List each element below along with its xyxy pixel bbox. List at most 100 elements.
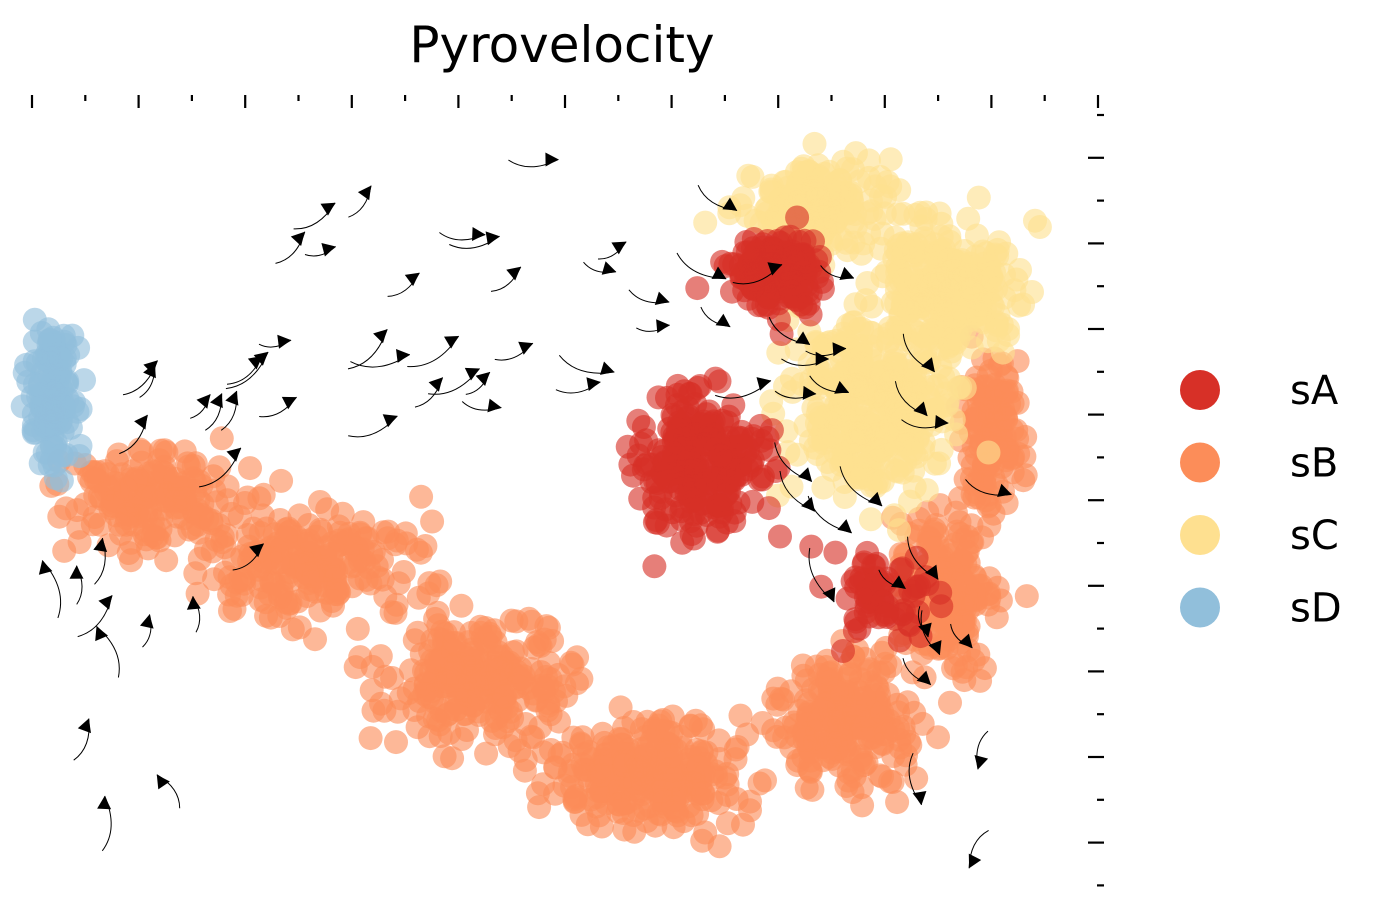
scatter-point-sC [805, 401, 830, 426]
scatter-point-sB [562, 787, 587, 812]
streamline-arrowhead [834, 380, 849, 394]
scatter-point-sA [864, 566, 889, 591]
scatter-point-sA [823, 540, 848, 565]
scatter-point-sA [681, 502, 706, 527]
scatter-point-sB [113, 476, 138, 501]
streamline-arrowhead [277, 334, 292, 349]
scatter-point-sC [840, 210, 865, 235]
scatter-point-sB [792, 728, 817, 753]
scatter-point-sC [811, 475, 836, 500]
streamline-arrowhead [444, 336, 459, 349]
scatter-point-sD [28, 451, 53, 476]
scatter-point-sB [547, 709, 571, 734]
scatter-point-sB [487, 645, 511, 670]
scatter-point-sB [269, 468, 294, 493]
streamline-arrowhead [38, 560, 53, 575]
scatter-point-sB [314, 580, 339, 605]
streamline-arrowhead [186, 596, 201, 610]
scatter-point-sB [456, 655, 481, 680]
streamline-arrowhead [487, 398, 502, 413]
scatter-point-sB [228, 566, 253, 590]
scatter-point-sD [49, 346, 74, 371]
streamline-arrowhead [320, 202, 336, 216]
streamline-arrowhead [95, 626, 108, 642]
scatter-point-sC [802, 131, 827, 156]
scatter-point-sB [308, 517, 333, 542]
scatter-point-sC [843, 373, 868, 398]
scatter-point-sB [320, 542, 344, 566]
scatter-point-sB [227, 505, 252, 529]
scatter-point-sC [773, 374, 797, 399]
scatter-point-sB [747, 771, 772, 796]
scatter-point-sB [976, 363, 1001, 388]
streamline-arrowhead [822, 587, 836, 602]
scatter-point-sC [948, 375, 973, 400]
scatter-point-sC [1027, 215, 1052, 239]
scatter-point-sB [894, 743, 918, 768]
scatter-point-sB [201, 464, 226, 489]
scatter-point-sC [868, 236, 893, 261]
scatter-point-sC [855, 271, 880, 295]
scatter-point-sB [384, 730, 408, 755]
scatter-point-sB [423, 690, 448, 715]
scatter-point-sB [661, 795, 686, 820]
scatter-point-sC [823, 376, 848, 400]
scatter-point-sB [857, 726, 882, 751]
streamline-arrowhead [382, 414, 398, 428]
scatter-point-sB [797, 757, 822, 782]
streamline-arrowhead [225, 390, 239, 406]
scatter-point-sA [621, 463, 645, 488]
streamline-arrowhead [290, 231, 305, 246]
scatter-point-sC [693, 210, 718, 235]
scatter-point-sB [280, 617, 305, 642]
streamline-arrowhead [196, 394, 211, 409]
streamline-arrowhead [472, 227, 486, 241]
scatter-point-sB [86, 469, 111, 494]
scatter-point-sB [635, 709, 660, 734]
scatter-point-sC [903, 202, 928, 227]
scatter-point-sA [799, 534, 824, 559]
scatter-point-sB [420, 509, 445, 534]
scatter-point-sC [956, 206, 981, 231]
scatter-point-sB [662, 767, 687, 792]
scatter-point-sB [939, 557, 964, 581]
scatter-point-sB [432, 744, 457, 769]
scatter-point-sB [547, 743, 572, 768]
scatter-point-sB [354, 567, 379, 592]
legend-label-sD: sD [1290, 586, 1342, 632]
scatter-point-sB [429, 648, 453, 673]
scatter-point-sB [119, 548, 144, 573]
scatter-point-sC [927, 291, 952, 316]
scatter-point-sA [729, 426, 754, 451]
legend-label-sB: sB [1290, 441, 1338, 487]
scatter-point-sC [831, 402, 856, 427]
scatter-point-sA [831, 639, 855, 663]
scatter-point-sB [443, 697, 468, 722]
scatter-point-sB [807, 662, 832, 687]
streamline-arrowhead [916, 670, 931, 685]
scatter-point-sA [873, 602, 898, 627]
scatter-point-sC [765, 205, 790, 230]
scatter-point-sC [831, 442, 856, 467]
scatter-point-sA [697, 426, 722, 451]
scatter-point-sB [106, 442, 131, 467]
streamline-arrowhead [134, 414, 148, 430]
streamline-arrowhead [506, 266, 521, 281]
streamline-arrowhead [934, 415, 949, 429]
scatter-point-sB [251, 482, 276, 507]
streamline-arrowhead [140, 614, 154, 629]
scatter-point-sC [957, 294, 982, 319]
streamline-arrowhead [404, 272, 420, 287]
scatter-points [10, 131, 1052, 859]
scatter-point-sB [508, 666, 533, 691]
streamline-arrowhead [968, 853, 982, 869]
scatter-point-sA [705, 519, 730, 544]
streamline-arrowhead [837, 519, 852, 533]
streamline-arrowhead [77, 718, 91, 734]
streamline-arrowhead [958, 633, 973, 648]
streamline-arrowhead [832, 342, 846, 357]
streamline-arrowhead [767, 262, 782, 276]
scatter-point-sC [808, 358, 832, 383]
scatter-point-sB [967, 485, 992, 510]
streamline-arrowhead [373, 329, 388, 344]
